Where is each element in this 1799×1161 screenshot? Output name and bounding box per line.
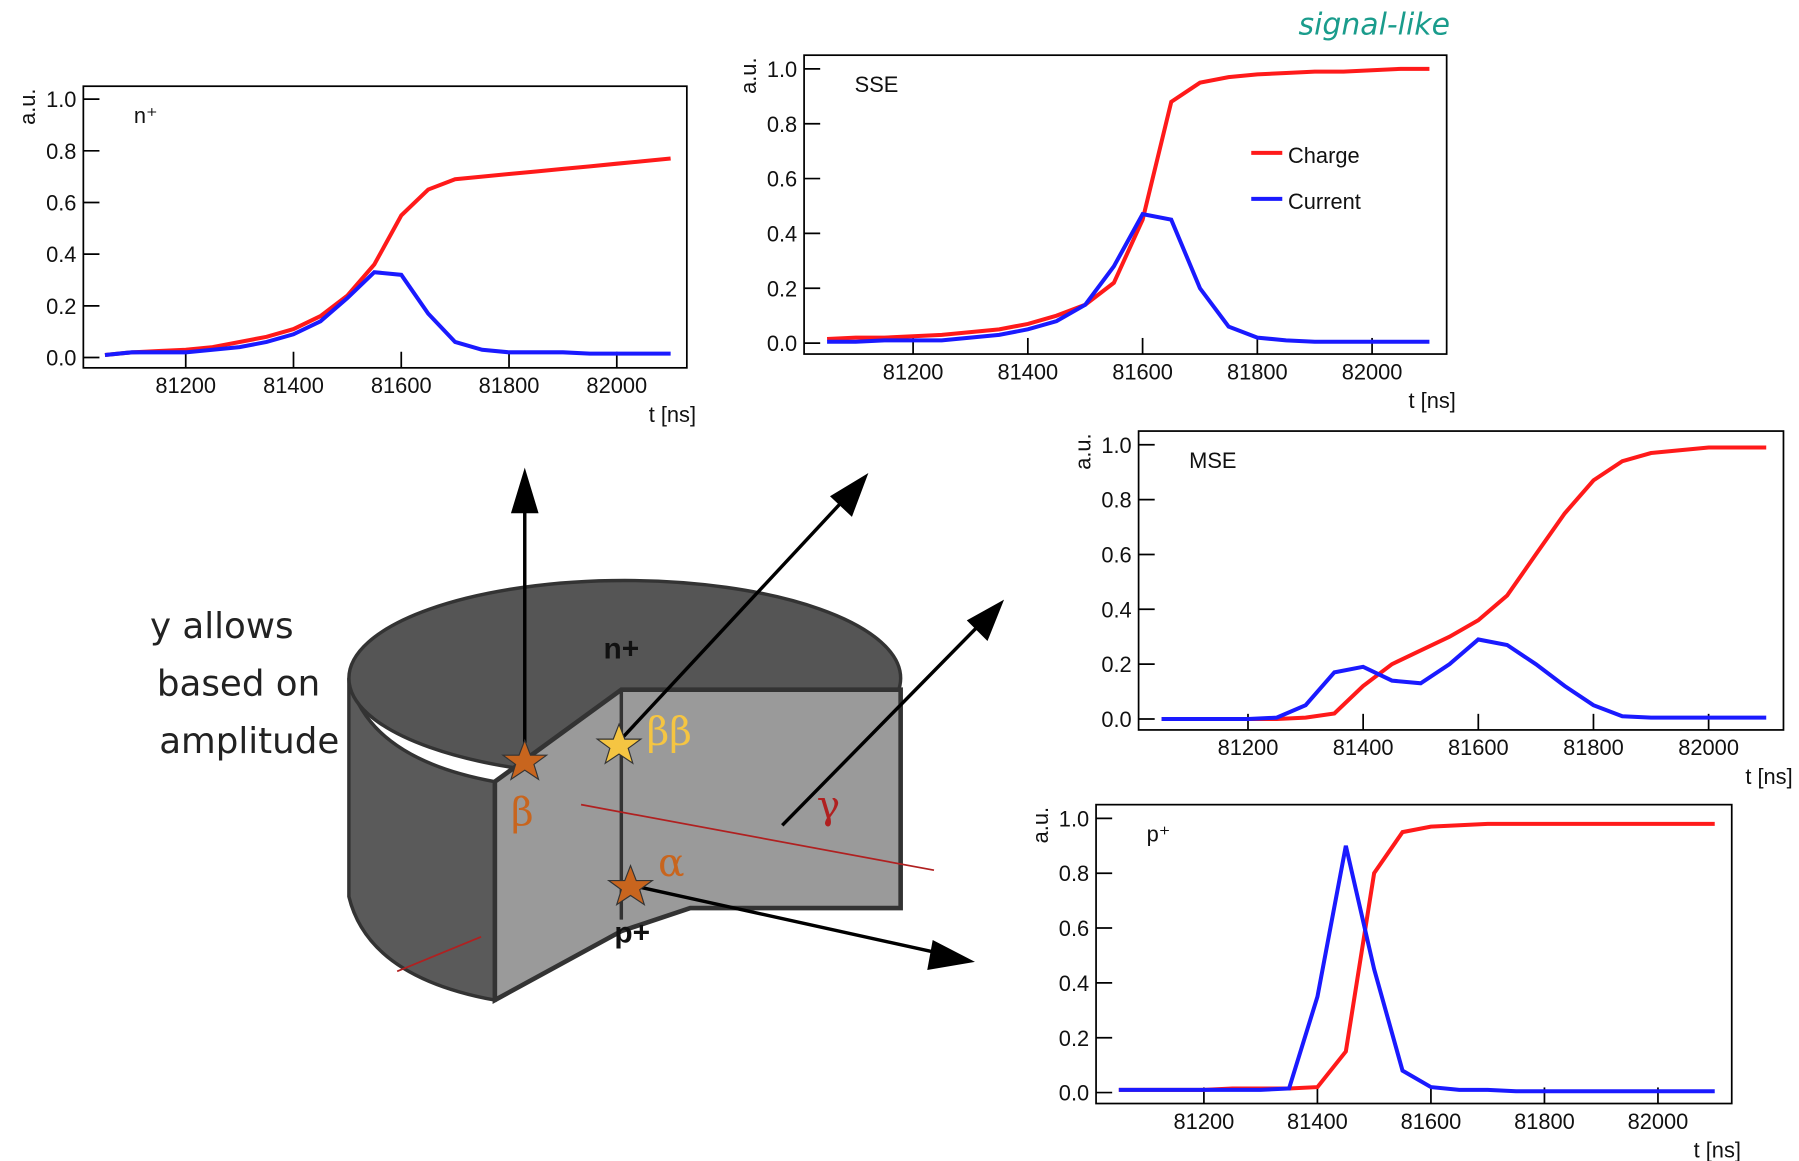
x-tick-label: 81200 xyxy=(1218,735,1279,760)
chart-title: SSE xyxy=(855,72,899,97)
alpha-label: α xyxy=(658,841,684,886)
y-tick-label: 0.0 xyxy=(1101,707,1131,732)
y-tick-label: 0.0 xyxy=(46,346,76,371)
series-line xyxy=(1161,637,1767,722)
star xyxy=(595,722,643,765)
legend-label: Current xyxy=(1288,189,1361,214)
star xyxy=(606,863,655,907)
y-tick-label: 0.0 xyxy=(1059,1081,1089,1106)
plot-frame xyxy=(1095,803,1733,1105)
star xyxy=(501,738,549,781)
plot-frame xyxy=(1137,430,1785,731)
arrows xyxy=(510,467,1005,970)
series-line xyxy=(104,270,671,357)
legend-label: Charge xyxy=(1288,143,1360,168)
x-tick-label: 81600 xyxy=(1448,735,1509,760)
side-text: based on xyxy=(157,663,320,704)
y-tick-label: 0.8 xyxy=(46,139,76,164)
y-tick-label: 1.0 xyxy=(1059,806,1089,831)
chart-title: n⁺ xyxy=(134,103,158,128)
y-tick-label: 0.4 xyxy=(1059,971,1089,996)
x-axis-label: t [ns] xyxy=(649,402,696,427)
plot-frame xyxy=(82,85,688,369)
chart: 0.0 0.2 0.4 0.6 0.8 1.0 81200 81400 81600 81800 82… xyxy=(1028,803,1741,1161)
gamma-track xyxy=(580,803,935,872)
x-axis-label: t [ns] xyxy=(1409,388,1456,413)
p-plus-label: p+ xyxy=(614,917,650,950)
y-tick-label: 0.2 xyxy=(46,294,76,319)
y-tick-label: 1.0 xyxy=(767,57,797,82)
y-tick-label: 0.6 xyxy=(1059,916,1089,941)
x-tick-label: 81800 xyxy=(1227,359,1288,384)
chart-title: MSE xyxy=(1189,448,1236,473)
y-tick-label: 0.4 xyxy=(1101,597,1131,622)
y-tick-label: 0.6 xyxy=(767,167,797,192)
y-tick-label: 0.6 xyxy=(46,191,76,216)
x-tick-label: 82000 xyxy=(1342,359,1403,384)
x-tick-label: 81600 xyxy=(1401,1109,1462,1134)
y-tick-label: 0.4 xyxy=(767,221,797,246)
y-tick-label: 1.0 xyxy=(1101,433,1131,458)
x-tick-label: 81800 xyxy=(1514,1109,1575,1134)
beta-beta-label: ββ xyxy=(647,710,692,755)
series-line xyxy=(826,66,1430,341)
y-tick-label: 0.6 xyxy=(1101,542,1131,567)
x-tick-label: 82000 xyxy=(586,373,647,398)
x-tick-label: 81400 xyxy=(263,373,324,398)
y-tick-label: 0.4 xyxy=(46,242,76,267)
y-tick-label: 0.0 xyxy=(767,331,797,356)
y-tick-label: 0.2 xyxy=(1059,1026,1089,1051)
cut-face xyxy=(492,687,903,1004)
x-tick-label: 81800 xyxy=(1563,735,1624,760)
x-axis-label: t [ns] xyxy=(1694,1138,1741,1161)
n-plus-label: n+ xyxy=(603,633,639,666)
gamma-label: γ xyxy=(817,783,840,828)
side-text: amplitude xyxy=(159,721,339,762)
x-tick-label: 81600 xyxy=(1112,359,1173,384)
x-tick-label: 81400 xyxy=(1333,735,1394,760)
track xyxy=(396,936,482,973)
x-tick-label: 81200 xyxy=(155,373,216,398)
series-line xyxy=(1118,845,1715,1094)
plot-frame xyxy=(803,54,1448,355)
y-tick-label: 0.2 xyxy=(767,276,797,301)
x-tick-label: 81200 xyxy=(1174,1109,1235,1134)
detector-diagram: n+ ββ β γ α p+ xyxy=(347,467,1005,1004)
x-tick-label: 82000 xyxy=(1628,1109,1689,1134)
x-tick-label: 81200 xyxy=(883,359,944,384)
series-line xyxy=(104,156,671,357)
chart-title: p⁺ xyxy=(1147,821,1171,846)
signal-like-label: signal-like xyxy=(1299,7,1450,42)
beta-label: β xyxy=(511,790,534,835)
y-axis-label: a.u. xyxy=(1070,433,1095,469)
x-tick-label: 81800 xyxy=(479,373,540,398)
x-tick-label: 81600 xyxy=(371,373,432,398)
chart: 0.0 0.2 0.4 0.6 0.8 1.0 81200 81400 81600 81800 82… xyxy=(736,54,1456,413)
y-tick-label: 1.0 xyxy=(46,87,76,112)
series-line xyxy=(827,211,1430,344)
y-axis-label: a.u. xyxy=(736,57,761,93)
y-tick-label: 0.2 xyxy=(1101,652,1131,677)
y-axis-label: a.u. xyxy=(15,89,40,125)
y-tick-label: 0.8 xyxy=(1101,488,1131,513)
chart: 0.0 0.2 0.4 0.6 0.8 1.0 81200 81400 81600 81800 82… xyxy=(1070,430,1793,789)
x-tick-label: 81400 xyxy=(1287,1109,1348,1134)
x-tick-label: 82000 xyxy=(1678,735,1739,760)
x-tick-label: 81400 xyxy=(997,359,1058,384)
y-axis-label: a.u. xyxy=(1028,807,1053,843)
y-tick-label: 0.8 xyxy=(767,112,797,137)
chart: 0.0 0.2 0.4 0.6 0.8 1.0 81200 81400 81600 81800 82… xyxy=(15,85,696,427)
side-text: y allows xyxy=(150,606,294,647)
x-axis-label: t [ns] xyxy=(1745,764,1792,789)
y-tick-label: 0.8 xyxy=(1059,861,1089,886)
